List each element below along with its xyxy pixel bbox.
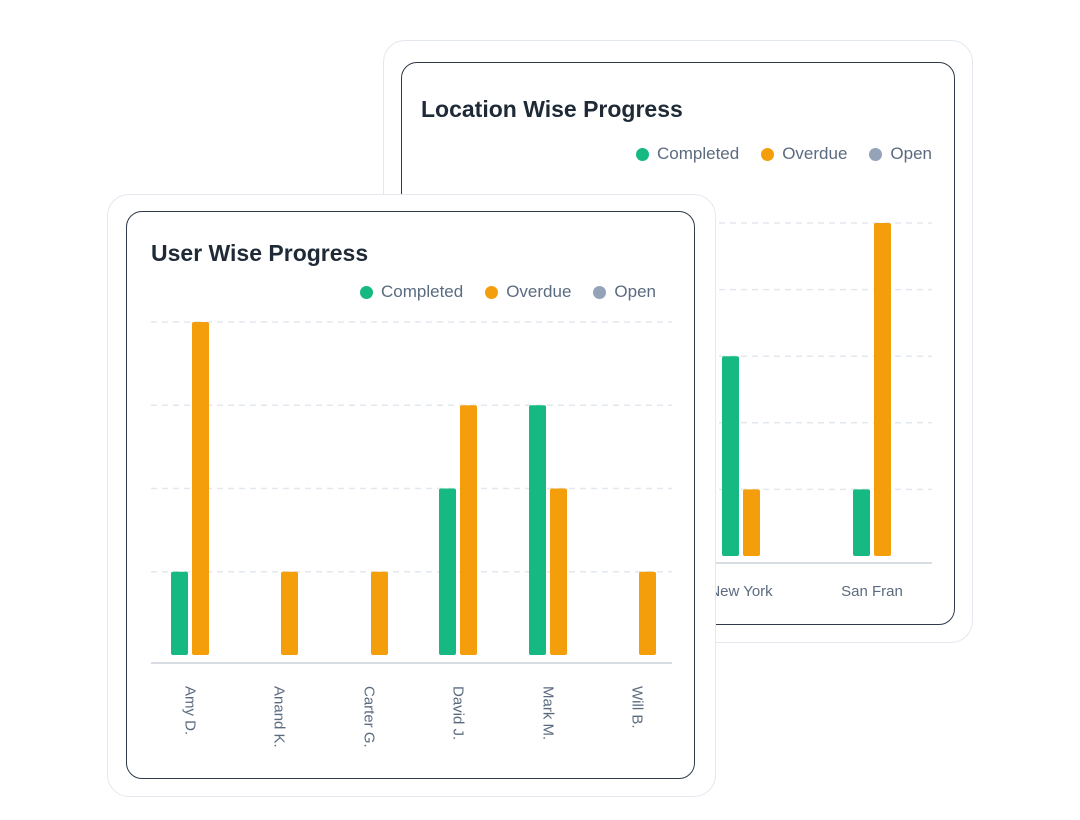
bar-overdue-mark-m[interactable]	[550, 488, 567, 656]
legend-item-completed[interactable]: Completed	[359, 282, 464, 302]
x-tick-label: David J.	[450, 686, 467, 740]
bar-overdue-new-york[interactable]	[743, 489, 760, 556]
legend-label-completed: Completed	[380, 282, 464, 301]
legend-item-overdue[interactable]: Overdue	[485, 282, 571, 302]
bar-overdue-anand-k[interactable]	[281, 571, 298, 655]
bar-overdue-david-j[interactable]	[460, 405, 477, 655]
user-chart-legend: Completed Overdue Open	[359, 282, 656, 302]
completed-dot-icon	[635, 147, 649, 161]
bar-overdue-amy-d[interactable]	[192, 322, 209, 655]
location-chart-legend: Completed Overdue Open	[635, 144, 932, 164]
bar-completed-mark-m[interactable]	[529, 405, 546, 655]
x-tick-label: Carter G.	[361, 686, 378, 748]
legend-label-overdue: Overdue	[506, 282, 572, 301]
x-tick-label: Amy D.	[182, 686, 199, 735]
location-chart-title: Location Wise Progress	[421, 96, 683, 122]
x-tick-label: Will B.	[629, 686, 646, 729]
legend-label-completed: Completed	[656, 144, 740, 163]
overdue-dot-icon	[761, 147, 775, 161]
bar-overdue-carter-g[interactable]	[371, 571, 388, 655]
open-dot-icon	[593, 285, 607, 299]
user-chart-title: User Wise Progress	[151, 240, 369, 266]
x-tick-label: Anand K.	[271, 686, 288, 748]
x-tick-label: New York	[709, 583, 773, 600]
legend-item-open[interactable]: Open	[869, 144, 932, 164]
legend-item-open[interactable]: Open	[593, 282, 656, 302]
legend-label-overdue: Overdue	[782, 144, 848, 163]
bar-overdue-san-fran[interactable]	[874, 223, 891, 556]
completed-dot-icon	[359, 285, 373, 299]
bar-completed-san-fran[interactable]	[853, 489, 870, 556]
legend-label-open: Open	[890, 144, 932, 163]
legend-item-completed[interactable]: Completed	[635, 144, 740, 164]
bar-completed-david-j[interactable]	[439, 488, 456, 656]
x-tick-label: San Fran	[841, 583, 903, 600]
x-tick-label: Mark M.	[540, 686, 557, 740]
user-chart-card: User Wise Progress Completed Overdue Ope…	[126, 211, 695, 779]
legend-label-open: Open	[614, 282, 656, 301]
legend-item-overdue[interactable]: Overdue	[761, 144, 847, 164]
user-chart-plot: Amy D. Anand K. Carter G. David J. Mark M. Wi…	[151, 321, 672, 748]
overdue-dot-icon	[485, 285, 499, 299]
bar-overdue-will-b[interactable]	[639, 571, 656, 655]
bar-completed-amy-d[interactable]	[171, 571, 188, 655]
open-dot-icon	[869, 147, 883, 161]
bar-completed-new-york[interactable]	[722, 356, 739, 556]
